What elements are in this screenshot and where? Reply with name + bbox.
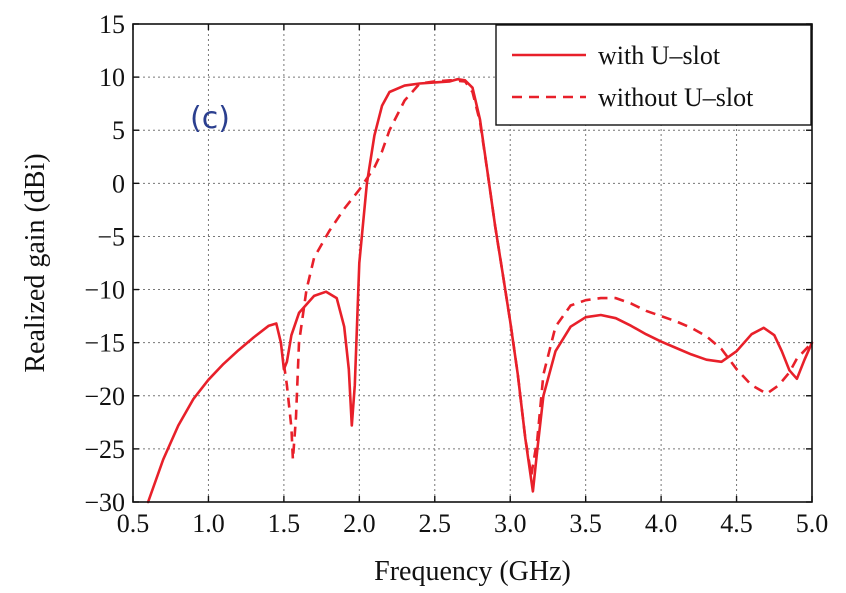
legend: with U–slot without U–slot bbox=[495, 24, 812, 126]
y-tick-label: 10 bbox=[99, 63, 125, 92]
y-tick-label: −15 bbox=[84, 329, 125, 358]
series-line-without-u-slot bbox=[282, 79, 813, 477]
series-line-with-u-slot bbox=[146, 77, 814, 504]
series-lines bbox=[146, 77, 814, 504]
x-tick-label: 2.5 bbox=[419, 509, 452, 538]
y-tick-label: −30 bbox=[84, 488, 125, 517]
y-tick-label: −20 bbox=[84, 382, 125, 411]
plot-frame bbox=[132, 23, 813, 503]
y-tick-label: 15 bbox=[99, 10, 125, 39]
x-axis-title: Frequency (GHz) bbox=[374, 556, 571, 587]
x-tick-label: 3.5 bbox=[569, 509, 602, 538]
legend-label-with-u-slot: with U–slot bbox=[598, 41, 721, 70]
x-tick-label: 5.0 bbox=[796, 509, 829, 538]
x-tick-label: 4.0 bbox=[645, 509, 678, 538]
x-tick-label: 4.5 bbox=[720, 509, 753, 538]
x-tick-label: 1.0 bbox=[192, 509, 225, 538]
y-tick-label: 0 bbox=[112, 169, 125, 198]
y-tick-label: −25 bbox=[84, 435, 125, 464]
y-tick-label: −5 bbox=[97, 222, 125, 251]
legend-box bbox=[495, 24, 812, 126]
x-tick-label: 3.0 bbox=[494, 509, 527, 538]
y-tick-label: −10 bbox=[84, 276, 125, 305]
x-tick-label: 2.0 bbox=[343, 509, 376, 538]
panel-label: (c) bbox=[190, 101, 230, 136]
x-tick-label: 0.5 bbox=[117, 509, 150, 538]
x-tick-label: 1.5 bbox=[268, 509, 301, 538]
y-tick-label: 5 bbox=[112, 116, 125, 145]
y-axis-title: Realized gain (dBi) bbox=[20, 153, 51, 372]
legend-label-without-u-slot: without U–slot bbox=[598, 83, 754, 112]
axis-ticks: 0.5 1.0 1.5 2.0 2.5 3.0 3.5 4.0 4.5 5.0 −30 −25 −20 −… bbox=[84, 10, 828, 538]
